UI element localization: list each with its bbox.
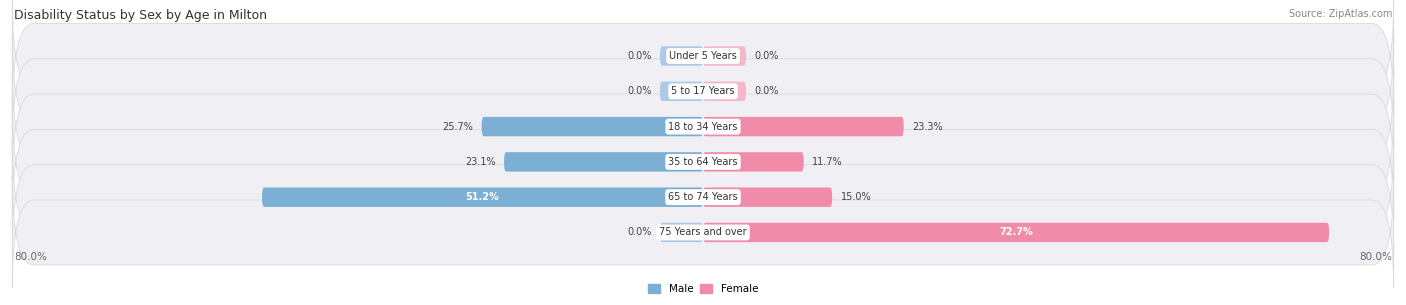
Text: 0.0%: 0.0%	[627, 86, 651, 96]
Text: 15.0%: 15.0%	[841, 192, 872, 202]
FancyBboxPatch shape	[703, 188, 832, 207]
FancyBboxPatch shape	[13, 36, 1393, 147]
FancyBboxPatch shape	[703, 117, 904, 136]
Text: 5 to 17 Years: 5 to 17 Years	[671, 86, 735, 96]
FancyBboxPatch shape	[703, 152, 804, 172]
FancyBboxPatch shape	[13, 177, 1393, 288]
Text: 11.7%: 11.7%	[813, 157, 844, 167]
Text: 0.0%: 0.0%	[755, 51, 779, 61]
Text: 0.0%: 0.0%	[627, 51, 651, 61]
Text: Disability Status by Sex by Age in Milton: Disability Status by Sex by Age in Milto…	[14, 9, 267, 22]
Text: 23.3%: 23.3%	[912, 122, 943, 131]
Text: 80.0%: 80.0%	[1360, 252, 1392, 262]
FancyBboxPatch shape	[659, 223, 703, 242]
FancyBboxPatch shape	[13, 142, 1393, 253]
FancyBboxPatch shape	[703, 46, 747, 66]
FancyBboxPatch shape	[659, 82, 703, 101]
Legend: Male, Female: Male, Female	[644, 280, 762, 298]
FancyBboxPatch shape	[482, 117, 703, 136]
FancyBboxPatch shape	[505, 152, 703, 172]
Text: 23.1%: 23.1%	[465, 157, 495, 167]
Text: 65 to 74 Years: 65 to 74 Years	[668, 192, 738, 202]
Text: 18 to 34 Years: 18 to 34 Years	[668, 122, 738, 131]
Text: 0.0%: 0.0%	[755, 86, 779, 96]
Text: Under 5 Years: Under 5 Years	[669, 51, 737, 61]
Text: 51.2%: 51.2%	[465, 192, 499, 202]
Text: 72.7%: 72.7%	[1000, 228, 1033, 238]
Text: 80.0%: 80.0%	[14, 252, 46, 262]
FancyBboxPatch shape	[703, 223, 1329, 242]
FancyBboxPatch shape	[13, 106, 1393, 218]
FancyBboxPatch shape	[703, 82, 747, 101]
FancyBboxPatch shape	[659, 46, 703, 66]
Text: 35 to 64 Years: 35 to 64 Years	[668, 157, 738, 167]
Text: 75 Years and over: 75 Years and over	[659, 228, 747, 238]
FancyBboxPatch shape	[262, 188, 703, 207]
FancyBboxPatch shape	[13, 0, 1393, 112]
Text: 25.7%: 25.7%	[443, 122, 472, 131]
Text: Source: ZipAtlas.com: Source: ZipAtlas.com	[1288, 9, 1392, 19]
Text: 0.0%: 0.0%	[627, 228, 651, 238]
FancyBboxPatch shape	[13, 71, 1393, 182]
